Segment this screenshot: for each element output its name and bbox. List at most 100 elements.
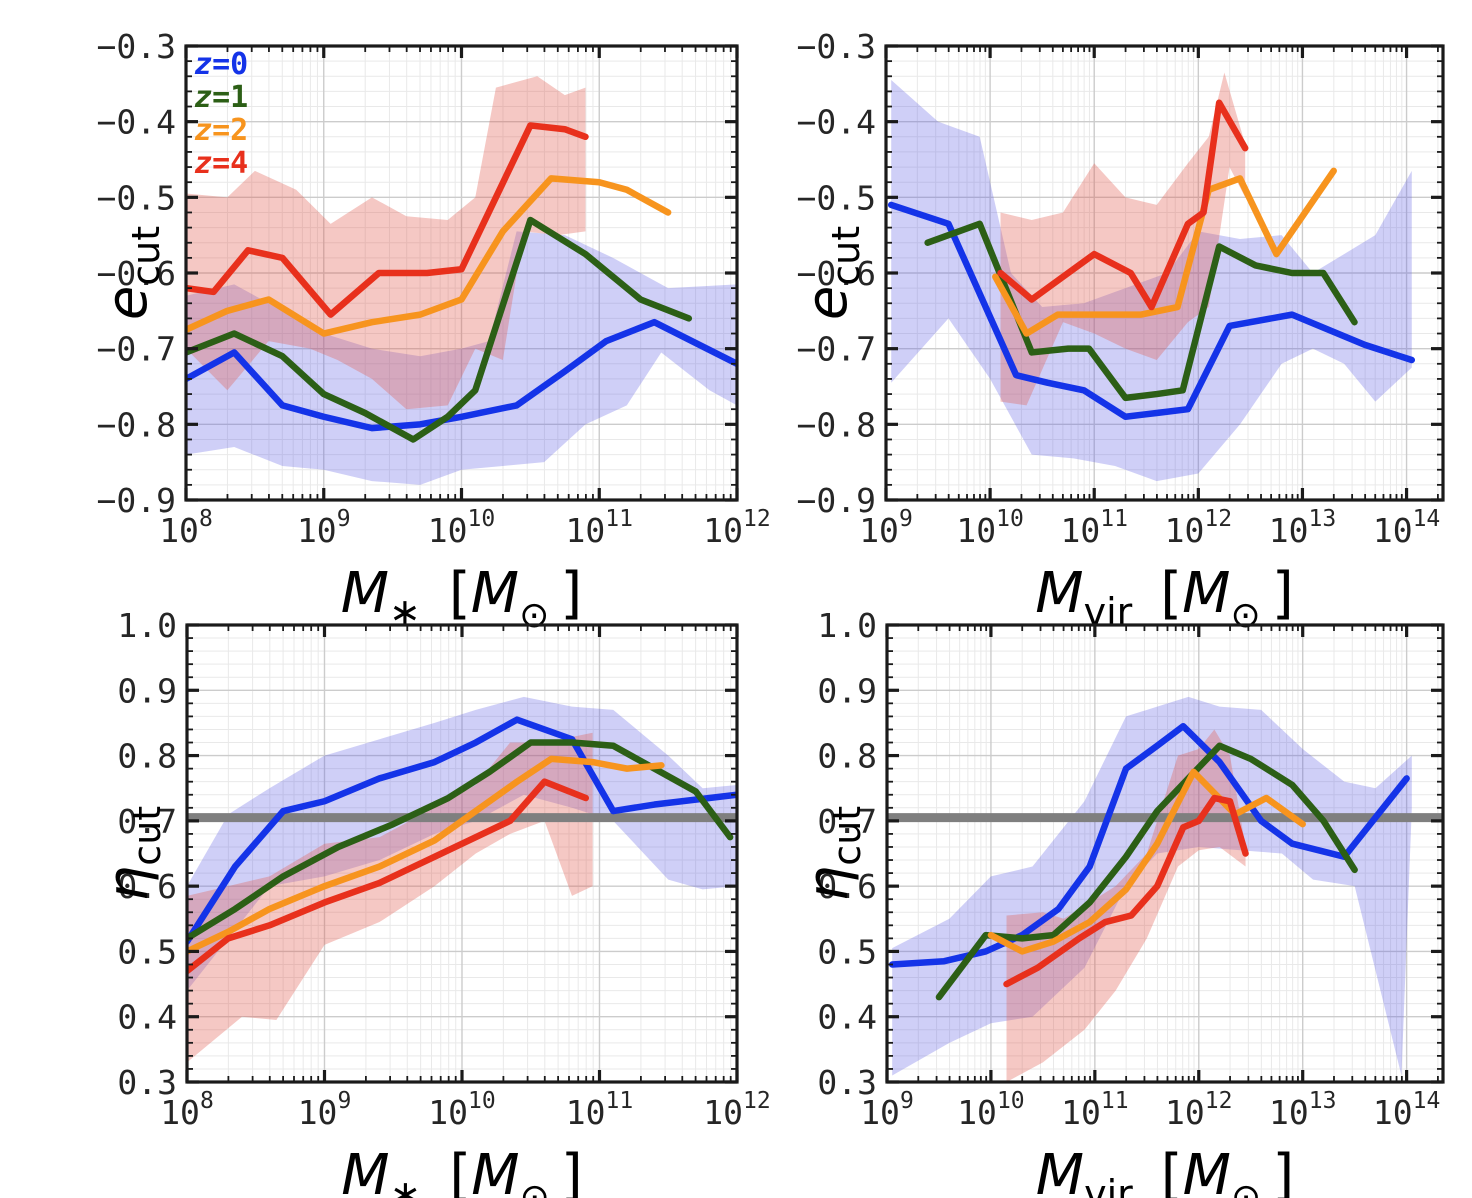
scatter-band-band_red xyxy=(186,76,586,410)
scatter-band-band_blue xyxy=(187,696,737,991)
legend-item-z4: z=4 xyxy=(194,146,248,181)
series-line-z=1 xyxy=(186,216,693,443)
y-tick-label: −0.4 xyxy=(797,103,876,142)
scatter-band-band_blue xyxy=(186,231,737,485)
panel-ecut_mstar: 108 109 1010 1011 1012 −0.9 −0.8 −0.7 −0.6 −0.5 −0… xyxy=(95,27,771,636)
scatter-band-band_blue xyxy=(892,696,1412,1076)
x-tick-label: 1012 xyxy=(1165,506,1232,550)
series-line-z=0 xyxy=(187,716,737,945)
y-tick-label: −0.9 xyxy=(797,481,876,520)
panel-ecut_mvir: 109 1010 1011 1012 1013 1014 −0.9 −0.8 −0.7 −0.6 −… xyxy=(795,27,1445,636)
y-axis-label: ηcut xyxy=(96,806,169,901)
y-axis-label: ηcut xyxy=(796,806,869,901)
series-line-z=4 xyxy=(997,99,1249,311)
y-tick-label: −0.8 xyxy=(97,405,176,444)
x-tick-label: 109 xyxy=(860,1088,914,1132)
y-tick-label: −0.3 xyxy=(797,27,876,66)
panel-eta_mvir: 109 1010 1011 1012 1013 1014 0.3 0.4 0.5 0.6 0.7 0.… xyxy=(796,606,1445,1198)
y-tick-label: 0.4 xyxy=(817,998,877,1037)
series-line-z=1 xyxy=(924,220,1358,402)
series-line-z=2 xyxy=(992,167,1337,337)
x-tick-label: 1011 xyxy=(1060,506,1127,550)
series-lines xyxy=(187,716,737,975)
series-line-z=0 xyxy=(888,722,1410,968)
x-tick-label: 1012 xyxy=(1165,1088,1232,1132)
scatter-band-band_blue xyxy=(891,80,1412,482)
series-lines xyxy=(887,99,1416,421)
y-tick-label: 0.7 xyxy=(817,802,877,841)
x-tick-label: 1010 xyxy=(428,506,495,550)
y-tick-label: 0.6 xyxy=(817,867,877,906)
y-tick-label: 0.8 xyxy=(817,737,877,776)
bands xyxy=(891,72,1412,482)
series-line-z=4 xyxy=(1003,794,1249,988)
x-tick-label: 1012 xyxy=(703,1088,770,1132)
y-tick-label: 1.0 xyxy=(117,606,177,645)
series-line-z=1 xyxy=(935,742,1358,1001)
x-tick-label: 1012 xyxy=(703,506,770,550)
axis-ticks xyxy=(184,44,739,502)
scatter-band-band_red xyxy=(1000,72,1246,406)
y-tick-label: 0.8 xyxy=(117,737,177,776)
x-tick-label: 1014 xyxy=(1373,506,1440,550)
series-lines xyxy=(186,122,737,443)
x-tick-label: 1010 xyxy=(428,1088,495,1132)
axis-ticks xyxy=(185,623,739,1084)
x-tick-label: 109 xyxy=(859,506,913,550)
y-tick-label: 0.5 xyxy=(817,932,877,971)
y-tick-label: 0.9 xyxy=(117,671,177,710)
y-tick-label: 0.6 xyxy=(117,867,177,906)
y-tick-label: 0.3 xyxy=(817,1063,877,1102)
x-tick-label: 1010 xyxy=(957,1088,1024,1132)
y-tick-label: −0.5 xyxy=(797,178,876,217)
series-line-z=4 xyxy=(187,778,589,975)
bands xyxy=(186,76,737,485)
series-lines xyxy=(888,722,1410,1001)
x-tick-label: 1011 xyxy=(566,1088,633,1132)
x-axis-label: Mvir [M⊙ ] xyxy=(1035,561,1293,636)
x-tick-label: 1011 xyxy=(1061,1088,1128,1132)
y-tick-label: 0.9 xyxy=(817,671,877,710)
series-line-z=2 xyxy=(187,755,665,955)
x-tick-label: 1011 xyxy=(566,506,633,550)
y-tick-label: −0.6 xyxy=(797,254,876,293)
y-tick-label: −0.8 xyxy=(797,405,876,444)
x-tick-label: 1014 xyxy=(1373,1088,1440,1132)
y-tick-label: −0.9 xyxy=(97,481,176,520)
x-axis-label: Mvir [M⊙ ] xyxy=(1036,1143,1294,1198)
x-tick-label: 109 xyxy=(298,1088,352,1132)
x-tick-label: 1013 xyxy=(1269,506,1336,550)
y-tick-label: −0.3 xyxy=(97,27,176,66)
x-tick-label: 108 xyxy=(159,506,213,550)
legend-item-z2: z=2 xyxy=(194,113,248,148)
series-line-z=2 xyxy=(186,175,672,337)
y-tick-label: 0.4 xyxy=(117,998,177,1037)
y-tick-label: −0.7 xyxy=(97,330,176,369)
y-tick-label: −0.6 xyxy=(97,254,176,293)
legend-item-z0: z=0 xyxy=(194,47,248,82)
axes-frame xyxy=(885,623,1445,1084)
y-tick-label: −0.7 xyxy=(797,330,876,369)
panel-eta_mstar: 108 109 1010 1011 1012 0.3 0.4 0.5 0.6 0.7 0.8 0.9 1… xyxy=(96,606,771,1198)
y-tick-label: 0.5 xyxy=(117,932,177,971)
y-tick-label: −0.5 xyxy=(97,178,176,217)
series-line-z=2 xyxy=(987,768,1306,955)
y-tick-label: −0.4 xyxy=(97,103,176,142)
y-axis-label: ecut xyxy=(95,226,168,320)
x-tick-label: 1013 xyxy=(1269,1088,1336,1132)
y-tick-label: 0.3 xyxy=(117,1063,177,1102)
x-axis-label: M∗ [M⊙ ] xyxy=(341,1143,583,1198)
axis-ticks xyxy=(884,44,1443,502)
legend-item-z1: z=1 xyxy=(194,80,248,115)
y-tick-label: 1.0 xyxy=(817,606,877,645)
series-line-z=4 xyxy=(186,122,589,318)
y-tick-label: 0.7 xyxy=(117,802,177,841)
y-axis-label: ecut xyxy=(795,226,868,320)
x-tick-label: 1010 xyxy=(956,506,1023,550)
x-tick-label: 109 xyxy=(297,506,351,550)
axis-ticks xyxy=(885,623,1443,1084)
x-tick-label: 108 xyxy=(160,1088,214,1132)
series-line-z=0 xyxy=(887,201,1416,421)
